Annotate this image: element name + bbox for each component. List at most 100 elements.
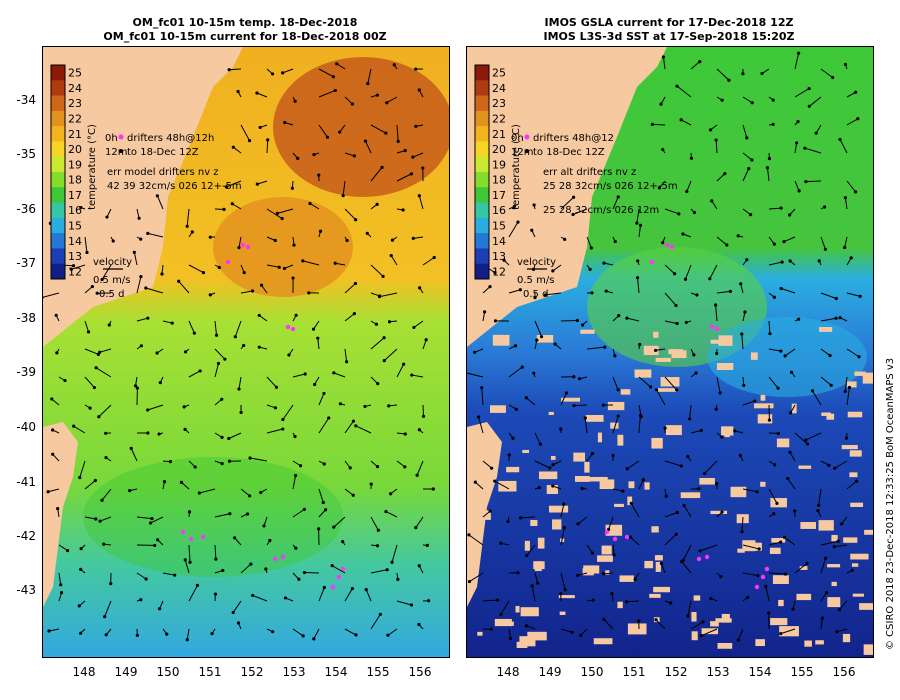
current-arrow-head xyxy=(220,397,224,401)
current-arrow-head xyxy=(807,104,811,108)
current-arrow xyxy=(48,628,60,632)
left-velocity-speed: 0.5 m/s xyxy=(93,275,130,286)
drifter-marker xyxy=(604,529,610,535)
current-arrow-head xyxy=(519,516,523,520)
current-arrow-head xyxy=(709,596,713,601)
cloud-mask-patch xyxy=(619,575,634,582)
current-arrow-head xyxy=(616,195,620,199)
current-arrow-head xyxy=(107,323,111,327)
right-velocity-label: velocity xyxy=(517,257,556,268)
current-arrow-head xyxy=(250,289,255,293)
left-velocity-duration: 0.5 d xyxy=(99,289,124,300)
current-arrow-head xyxy=(788,213,792,217)
current-arrow-head xyxy=(97,415,101,419)
cloud-mask-patch xyxy=(548,505,569,513)
current-arrow-head xyxy=(281,427,285,431)
current-arrow-head xyxy=(375,544,380,548)
current-arrow-head xyxy=(417,194,421,198)
current-arrow-head xyxy=(312,637,316,641)
current-arrow-head xyxy=(214,333,219,337)
current-arrow xyxy=(84,348,99,355)
current-arrow-head xyxy=(635,276,640,280)
current-arrow xyxy=(344,152,355,157)
current-arrow-head xyxy=(611,453,615,458)
cloud-mask-patch xyxy=(533,561,545,570)
current-arrow-head xyxy=(551,269,555,273)
current-arrow-head xyxy=(803,146,807,150)
cloud-mask-patch xyxy=(850,553,869,560)
current-arrow xyxy=(664,512,678,518)
current-arrow xyxy=(58,544,68,552)
current-arrow-head xyxy=(51,428,55,432)
colorbar-tick-label: 22 xyxy=(492,113,506,126)
current-arrow-head xyxy=(293,99,297,103)
current-arrow xyxy=(552,264,562,272)
current-arrow-head xyxy=(298,464,303,468)
current-arrow-head xyxy=(698,549,702,553)
right-satellite-map[interactable]: 25 24 23 22 21 20 19 18 17 16 15 14 13 12 temperature… xyxy=(466,46,874,658)
current-arrow xyxy=(508,366,523,378)
current-arrow-head xyxy=(158,381,162,385)
current-arrow-head xyxy=(745,136,749,140)
current-arrow xyxy=(232,600,242,613)
longitude-tick-label: 155 xyxy=(790,665,814,679)
current-arrow xyxy=(794,180,800,192)
current-arrow xyxy=(836,628,848,633)
current-arrow-head xyxy=(635,221,639,225)
current-arrow xyxy=(586,236,592,249)
colorbar-swatch xyxy=(475,110,489,127)
current-arrow-head xyxy=(511,436,515,440)
current-arrow xyxy=(846,91,856,98)
current-arrow-head xyxy=(684,320,688,325)
cloud-mask-patch xyxy=(546,485,558,494)
colorbar-tick-label: 22 xyxy=(68,113,82,126)
current-arrow xyxy=(335,262,346,266)
current-arrow xyxy=(469,572,484,582)
current-arrow-head xyxy=(139,344,144,348)
credit-text: © CSIRO 2018 23-Dec-2018 12:33:25 BoM Oc… xyxy=(885,357,896,650)
current-arrow-head xyxy=(311,327,316,331)
current-arrow-head xyxy=(213,592,218,596)
current-arrow xyxy=(783,236,796,243)
current-arrow-head xyxy=(133,384,138,388)
current-arrow-head xyxy=(638,223,643,228)
right-title-line2: IMOS L3S-3d SST at 17-Sep-2018 15:20Z xyxy=(543,30,795,43)
current-arrow-head xyxy=(332,525,336,529)
current-arrow-head xyxy=(692,210,697,215)
current-arrow xyxy=(266,139,269,154)
colorbar-tick-label: 15 xyxy=(492,220,506,233)
cloud-mask-patch xyxy=(752,542,762,551)
longitude-tick-label: 154 xyxy=(324,665,348,679)
current-arrow-head xyxy=(782,239,786,244)
left-model-map[interactable]: 25 24 23 22 21 20 19 18 17 16 15 14 13 12 temperature… xyxy=(42,46,450,658)
current-arrow xyxy=(240,124,250,141)
current-arrow xyxy=(184,559,190,574)
longitude-tick-label: 151 xyxy=(198,665,222,679)
latitude-tick-label: -38 xyxy=(16,311,36,325)
current-arrow xyxy=(846,348,860,358)
current-arrow-head xyxy=(490,466,494,470)
current-arrow xyxy=(664,208,679,215)
current-arrow xyxy=(344,96,353,105)
cloud-mask-patch xyxy=(552,519,562,530)
current-arrow xyxy=(820,618,823,630)
current-arrow xyxy=(742,572,759,577)
current-arrow-head xyxy=(677,212,681,216)
current-arrow-head xyxy=(524,396,528,400)
current-arrow-head xyxy=(756,574,760,578)
current-arrow-head xyxy=(208,235,212,239)
current-arrow xyxy=(818,488,822,506)
cloud-mask-patch xyxy=(846,381,857,388)
colorbar-swatch xyxy=(51,156,65,173)
current-arrow xyxy=(467,372,484,378)
current-arrow-head xyxy=(621,489,625,493)
current-arrow xyxy=(47,488,60,493)
current-arrow xyxy=(690,61,701,70)
current-arrow xyxy=(662,56,666,70)
current-arrow-head xyxy=(694,371,698,375)
current-arrow xyxy=(145,287,164,294)
current-arrow-head xyxy=(409,603,414,607)
current-arrow-head xyxy=(831,75,835,80)
current-arrow-head xyxy=(366,81,370,86)
current-arrow-head xyxy=(832,545,836,549)
